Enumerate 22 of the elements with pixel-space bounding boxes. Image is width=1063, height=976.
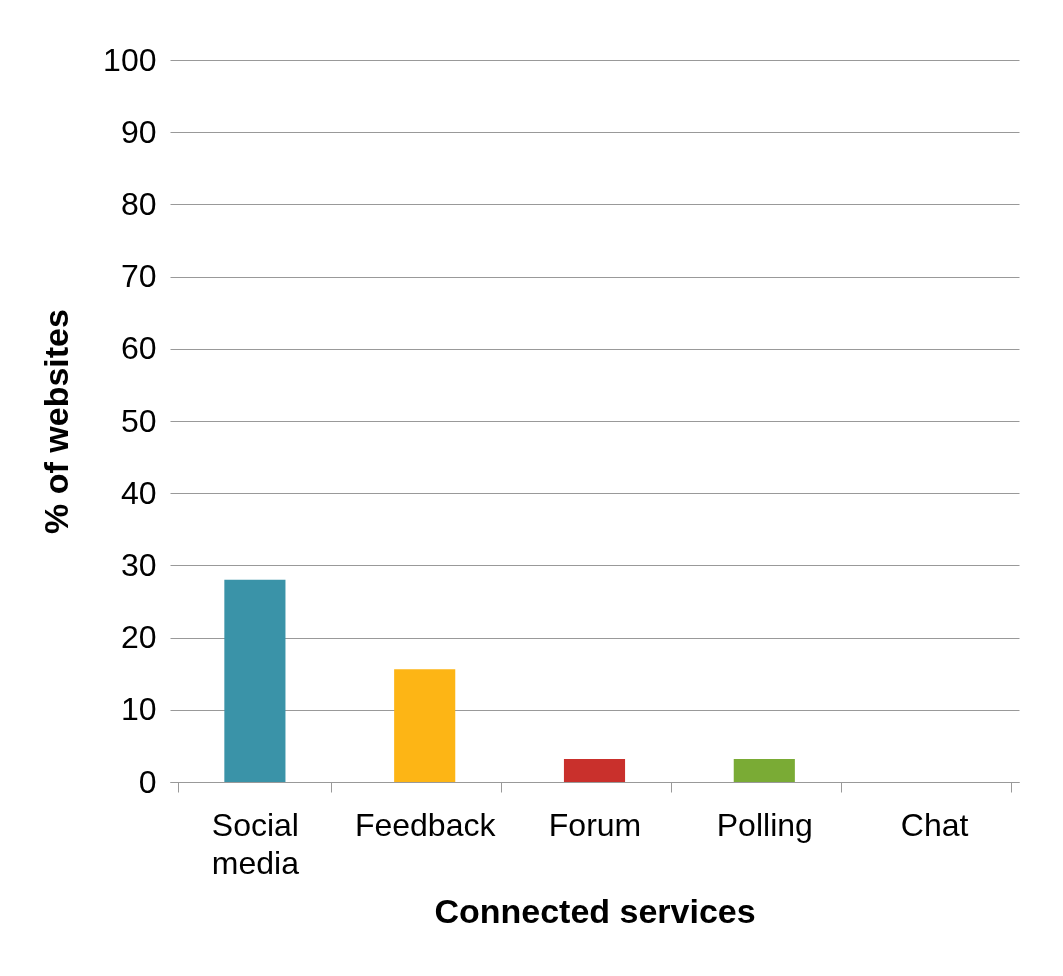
y-tick-label: 80 xyxy=(120,185,157,222)
y-tick-label: 90 xyxy=(120,113,157,150)
bar xyxy=(733,758,795,782)
x-tick-label: Polling xyxy=(716,806,813,843)
y-tick-label: 50 xyxy=(120,402,157,439)
y-tick-label: 10 xyxy=(120,691,157,728)
x-tick-label: Social media xyxy=(211,806,300,881)
x-tick-label: Chat xyxy=(900,806,969,843)
y-tick-label: 60 xyxy=(120,330,157,367)
bar xyxy=(224,579,286,782)
bar xyxy=(394,669,456,782)
y-tick-label: 30 xyxy=(120,546,157,583)
y-tick-label: 100 xyxy=(103,41,157,78)
bar xyxy=(563,758,626,782)
y-axis-title: % of websites xyxy=(37,309,76,534)
x-tick-label: Feedback xyxy=(354,806,497,843)
x-axis-title: Connected services xyxy=(434,891,756,930)
y-tick-label: 70 xyxy=(120,258,157,295)
y-tick-label: 0 xyxy=(138,763,157,800)
x-tick-label: Forum xyxy=(548,806,642,843)
y-tick-label: 40 xyxy=(120,474,157,511)
y-tick-label: 20 xyxy=(120,619,157,656)
